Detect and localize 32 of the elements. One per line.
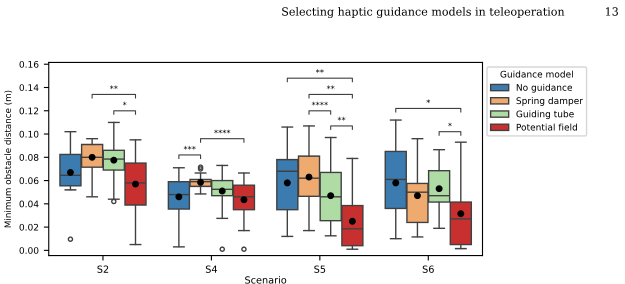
annotation: *** bbox=[184, 146, 196, 150]
x-tick-label: S4 bbox=[206, 265, 218, 273]
annotation: ** bbox=[316, 69, 324, 73]
y-axis-title: Minimum obstacle distance (m) bbox=[4, 90, 12, 228]
y-tick-label: 0.12 bbox=[20, 107, 38, 114]
y-tick-label: 0.04 bbox=[20, 200, 39, 208]
annotation: * bbox=[426, 99, 430, 104]
y-tick-label: 0.02 bbox=[20, 224, 38, 231]
legend-label: Guiding tube bbox=[516, 110, 574, 120]
text: 13 bbox=[606, 7, 618, 16]
annotation: * bbox=[122, 102, 126, 106]
x-axis-title: Scenario bbox=[245, 276, 286, 284]
annotation: **** bbox=[312, 102, 328, 106]
x-tick-label: S2 bbox=[97, 265, 108, 273]
annotation: ** bbox=[110, 85, 118, 90]
y-tick-label: 0.06 bbox=[20, 177, 38, 184]
annotation: * bbox=[448, 122, 452, 126]
x-tick-label: S6 bbox=[422, 265, 434, 273]
y-tick-label: 0.14 bbox=[20, 84, 39, 92]
legend-label: No guidance bbox=[516, 84, 572, 93]
y-tick-label: 0.00 bbox=[20, 247, 38, 254]
legend-title: Guidance model bbox=[500, 70, 573, 78]
x-tick-label: S5 bbox=[314, 265, 326, 273]
legend-label: Spring damper bbox=[516, 97, 583, 106]
annotation: ** bbox=[338, 116, 346, 121]
y-tick-label: 0.08 bbox=[20, 154, 38, 161]
annotation: **** bbox=[214, 130, 230, 134]
annotation: ** bbox=[326, 85, 335, 90]
y-tick-label: 0.10 bbox=[20, 130, 38, 138]
text: Selecting haptic guidance models in teleoperation bbox=[282, 7, 564, 18]
y-tick-label: 0.16 bbox=[20, 60, 38, 68]
legend-label: Potential field bbox=[516, 124, 577, 131]
